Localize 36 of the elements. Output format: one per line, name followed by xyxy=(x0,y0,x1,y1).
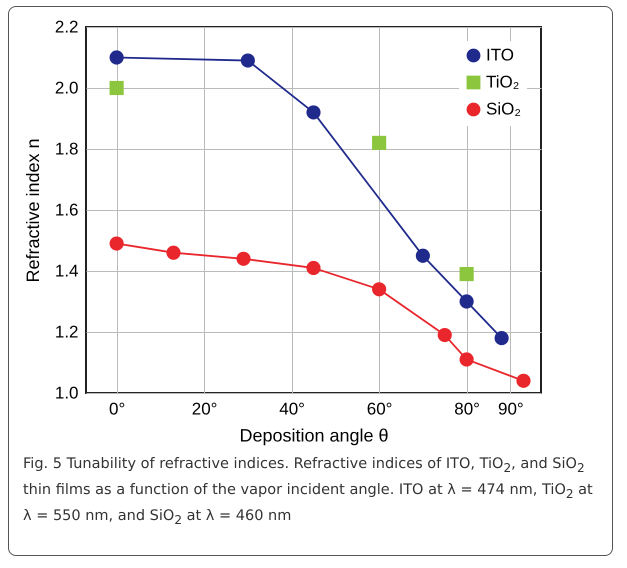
legend-label: SiO₂ xyxy=(486,100,521,118)
point xyxy=(460,294,474,309)
legend-label: TiO₂ xyxy=(486,72,520,92)
point xyxy=(516,374,531,388)
y-tick-label: 1.2 xyxy=(54,322,78,342)
point xyxy=(306,105,321,120)
y-tick-label: 1.4 xyxy=(54,262,78,280)
y-tick-label: 1.8 xyxy=(54,140,78,158)
y-tick-label: 2.2 xyxy=(54,18,78,36)
y-tick-label: 1.0 xyxy=(54,384,78,402)
x-tick-label: 0° xyxy=(108,400,126,418)
point xyxy=(460,352,474,367)
point xyxy=(110,236,124,251)
point xyxy=(438,328,452,342)
x-tick-label: 60° xyxy=(366,400,392,418)
point xyxy=(240,53,255,68)
y-axis-title: Refractive index n xyxy=(22,138,43,283)
legend-label: ITO xyxy=(486,46,514,64)
y-tick-label: 2.0 xyxy=(54,78,78,98)
x-tick-label: 20° xyxy=(192,400,218,418)
point xyxy=(494,331,509,346)
x-tick-label: 40° xyxy=(279,400,305,418)
point xyxy=(416,248,430,263)
point xyxy=(110,50,124,65)
point xyxy=(372,136,386,150)
x-tick-label: 80° xyxy=(454,400,480,418)
text: Fig. 5 Tunability of refractive indices. Refractive indices of ITO, TiO$_{2}$, and SiO$_{2}$ thin films as a function of the vapor incident angle. ITO at λ = 474 nm, TiO$_{2}$ at λ = 550 nm, and SiO$_{2}$ at λ = 460 nm xyxy=(23,456,593,527)
point xyxy=(372,282,386,296)
x-tick-label: 90° xyxy=(498,400,524,418)
point xyxy=(306,260,321,276)
point xyxy=(166,246,181,260)
point xyxy=(236,252,251,266)
x-axis-title: Deposition angle θ xyxy=(239,426,389,446)
point xyxy=(460,266,474,282)
y-tick-label: 1.6 xyxy=(54,200,78,220)
point xyxy=(110,80,124,96)
